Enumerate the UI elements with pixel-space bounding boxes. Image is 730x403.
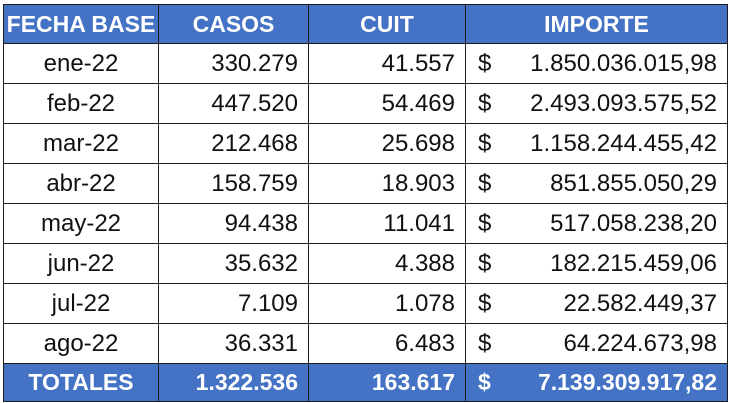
importe-amount: $1.158.244.455,42: [478, 130, 717, 158]
cell-importe: $1.850.036.015,98: [465, 43, 728, 84]
importe-value: 851.855.050,29: [550, 169, 717, 197]
cell-cuit: 6.483: [308, 323, 466, 364]
header-importe: IMPORTE: [465, 4, 728, 44]
importe-amount: $517.058.238,20: [478, 210, 717, 238]
currency-symbol: $: [478, 249, 492, 277]
table-row: feb-22 447.520 54.469 $2.493.093.575,52: [3, 83, 728, 124]
importe-value: 1.158.244.455,42: [530, 129, 717, 157]
table-row: ago-22 36.331 6.483 $64.224.673,98: [3, 323, 728, 364]
cell-importe: $1.158.244.455,42: [465, 123, 728, 164]
totals-importe-cell: $ 7.139.309.917,82: [465, 363, 728, 402]
cell-cuit: 25.698: [308, 123, 466, 164]
importe-value: 182.215.459,06: [550, 249, 717, 277]
importe-value: 2.493.093.575,52: [530, 89, 717, 117]
table-body: ene-22 330.279 41.557 $1.850.036.015,98 feb-…: [3, 43, 728, 364]
currency-symbol: $: [478, 49, 492, 77]
header-cuit: CUIT: [308, 4, 466, 44]
cell-cuit: 11.041: [308, 203, 466, 244]
cell-casos: 212.468: [158, 123, 309, 164]
currency-symbol: $: [478, 369, 491, 395]
currency-symbol: $: [478, 209, 492, 237]
cell-importe: $517.058.238,20: [465, 203, 728, 244]
cell-importe: $182.215.459,06: [465, 243, 728, 284]
totals-casos: 1.322.536: [158, 363, 309, 402]
currency-symbol: $: [478, 329, 492, 357]
table-row: jun-22 35.632 4.388 $182.215.459,06: [3, 243, 728, 284]
cell-fecha: ago-22: [3, 323, 159, 364]
cell-fecha: mar-22: [3, 123, 159, 164]
totals-cuit: 163.617: [308, 363, 466, 402]
cell-fecha: jul-22: [3, 283, 159, 324]
cell-casos: 36.331: [158, 323, 309, 364]
cell-cuit: 1.078: [308, 283, 466, 324]
cell-casos: 447.520: [158, 83, 309, 124]
table-row: ene-22 330.279 41.557 $1.850.036.015,98: [3, 43, 728, 84]
importe-amount: $182.215.459,06: [478, 250, 717, 278]
importe-amount: $22.582.449,37: [478, 290, 717, 318]
cell-casos: 94.438: [158, 203, 309, 244]
totals-label: TOTALES: [3, 363, 159, 402]
cell-importe: $851.855.050,29: [465, 163, 728, 204]
importe-amount: $1.850.036.015,98: [478, 50, 717, 78]
table-row: abr-22 158.759 18.903 $851.855.050,29: [3, 163, 728, 204]
currency-symbol: $: [478, 169, 492, 197]
cell-cuit: 41.557: [308, 43, 466, 84]
cell-cuit: 18.903: [308, 163, 466, 204]
cell-fecha: abr-22: [3, 163, 159, 204]
currency-symbol: $: [478, 89, 492, 117]
table-row: may-22 94.438 11.041 $517.058.238,20: [3, 203, 728, 244]
cell-importe: $22.582.449,37: [465, 283, 728, 324]
cell-casos: 158.759: [158, 163, 309, 204]
importe-amount: $64.224.673,98: [478, 330, 717, 358]
header-row: FECHA BASE CASOS CUIT IMPORTE: [3, 4, 728, 44]
importe-value: 1.850.036.015,98: [530, 49, 717, 77]
data-table: FECHA BASE CASOS CUIT IMPORTE ene-22 330.…: [3, 4, 728, 402]
cell-casos: 330.279: [158, 43, 309, 84]
cell-casos: 7.109: [158, 283, 309, 324]
totals-importe: $ 7.139.309.917,82: [478, 369, 717, 396]
header-fecha-base: FECHA BASE: [3, 4, 159, 44]
table-header: FECHA BASE CASOS CUIT IMPORTE: [3, 4, 728, 44]
cell-importe: $64.224.673,98: [465, 323, 728, 364]
totals-row: TOTALES 1.322.536 163.617 $ 7.139.309.91…: [3, 363, 728, 402]
importe-amount: $2.493.093.575,52: [478, 90, 717, 118]
table-row: mar-22 212.468 25.698 $1.158.244.455,42: [3, 123, 728, 164]
currency-symbol: $: [478, 129, 492, 157]
cell-fecha: may-22: [3, 203, 159, 244]
importe-amount: $851.855.050,29: [478, 170, 717, 198]
cell-fecha: ene-22: [3, 43, 159, 84]
importe-value: 64.224.673,98: [563, 329, 717, 357]
cell-cuit: 54.469: [308, 83, 466, 124]
totals-importe-value: 7.139.309.917,82: [537, 369, 717, 395]
importe-value: 517.058.238,20: [550, 209, 717, 237]
table-row: jul-22 7.109 1.078 $22.582.449,37: [3, 283, 728, 324]
cell-fecha: feb-22: [3, 83, 159, 124]
currency-symbol: $: [478, 289, 492, 317]
importe-value: 22.582.449,37: [563, 289, 717, 317]
cell-cuit: 4.388: [308, 243, 466, 284]
cell-importe: $2.493.093.575,52: [465, 83, 728, 124]
cell-casos: 35.632: [158, 243, 309, 284]
header-casos: CASOS: [158, 4, 309, 44]
cell-fecha: jun-22: [3, 243, 159, 284]
table-footer: TOTALES 1.322.536 163.617 $ 7.139.309.91…: [3, 363, 728, 402]
